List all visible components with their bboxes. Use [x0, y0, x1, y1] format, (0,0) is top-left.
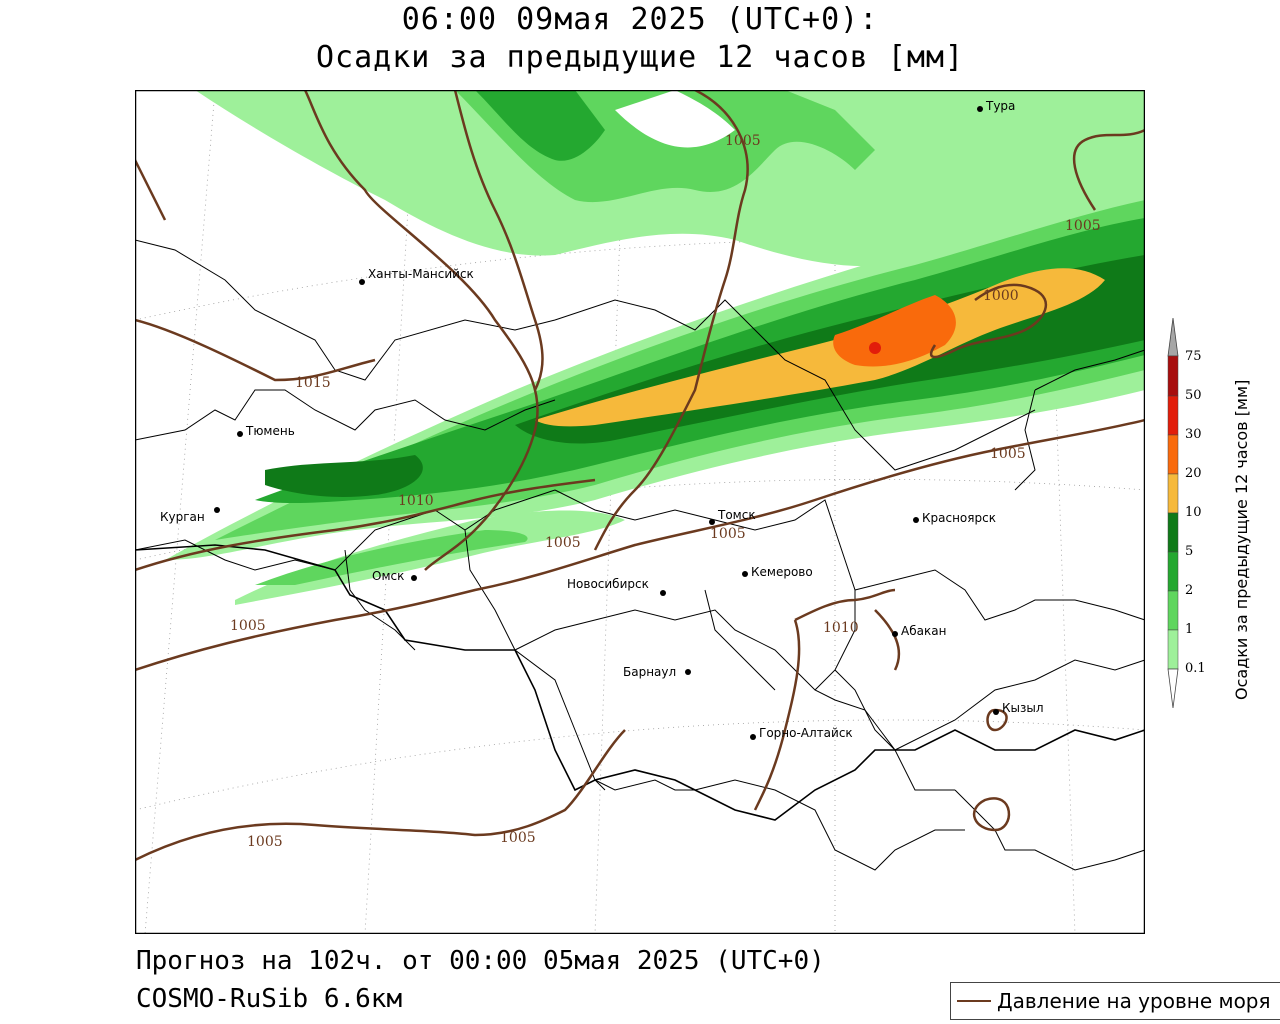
isobar-label: 1005: [1065, 218, 1101, 234]
colorbar-swatch: [1167, 355, 1179, 397]
city-marker-novosibirsk: [660, 590, 666, 596]
precip-band: [165, 185, 1145, 560]
colorbar-swatch: [1167, 512, 1179, 553]
city-label-abakan: Абакан: [901, 624, 946, 638]
isobar-labels: 1005 1005 1000 1015 1010 1005 1005 1005 …: [230, 133, 1101, 850]
colorbar-swatch: [1167, 395, 1179, 436]
precip-north: [195, 90, 1145, 267]
colorbar-label: 1: [1185, 622, 1194, 637]
cities: Тура Ханты-Мансийск Тюмень Курган Омск Н…: [160, 99, 1044, 740]
isobar-label: 1005: [500, 830, 536, 846]
map-title: 06:00 09мая 2025 (UTC+0):: [401, 2, 879, 37]
map-frame: [135, 90, 1145, 934]
model-name: COSMO-RuSib 6.6км: [136, 984, 403, 1014]
colorbar-swatch: [1167, 434, 1179, 475]
city-label-novosibirsk: Новосибирск: [567, 577, 649, 591]
city-label-tura: Тура: [985, 99, 1015, 113]
city-marker-tyumen: [237, 431, 243, 437]
city-label-barnaul: Барнаул: [623, 665, 676, 679]
city-label-krasnoyarsk: Красноярск: [922, 511, 996, 525]
forecast-info: Прогноз на 102ч. от 00:00 05мая 2025 (UT…: [136, 946, 825, 976]
isobar-label: 1005: [247, 834, 283, 850]
colorbar-label: 50: [1185, 388, 1202, 403]
isobar-label: 1000: [983, 288, 1019, 304]
city-marker-kurgan: [214, 507, 220, 513]
colorbar-label: 0.1: [1185, 661, 1206, 676]
colorbar-bottom-arrow: [1167, 668, 1179, 709]
city-marker-tura: [977, 106, 983, 112]
city-label-kurgan: Курган: [160, 510, 205, 524]
colorbar-top-arrow: [1167, 318, 1179, 357]
city-marker-barnaul: [685, 669, 691, 675]
colorbar-swatch: [1167, 473, 1179, 514]
city-marker-abakan: [892, 631, 898, 637]
city-label-kyzyl: Кызыл: [1002, 701, 1044, 715]
isobar-label: 1005: [230, 618, 266, 634]
colorbar-label: 20: [1185, 466, 1202, 481]
isobar-label: 1015: [295, 375, 331, 391]
city-marker-omsk: [411, 575, 417, 581]
map-subtitle: Осадки за предыдущие 12 часов [мм]: [315, 40, 965, 75]
admin-borders: [135, 239, 1145, 871]
city-label-tyumen: Тюмень: [245, 424, 295, 438]
city-marker-tomsk: [709, 519, 715, 525]
city-label-gorno-altaysk: Горно-Алтайск: [759, 726, 853, 740]
city-label-khanty-mansiysk: Ханты-Мансийск: [368, 267, 474, 281]
isobars: [135, 90, 1145, 862]
colorbar-label: 2: [1185, 583, 1194, 598]
isobar-label: 1010: [398, 493, 434, 509]
isobar-label: 1005: [990, 446, 1026, 462]
colorbar-swatch: [1167, 590, 1179, 631]
city-label-kemerovo: Кемерово: [751, 565, 813, 579]
colorbar-title: Осадки за предыдущие 12 часов [мм]: [1232, 379, 1251, 700]
colorbar: [1167, 318, 1179, 709]
isobar-label: 1005: [725, 133, 761, 149]
city-marker-khanty-mansiysk: [359, 279, 365, 285]
city-label-omsk: Омск: [372, 569, 404, 583]
precipitation-map: 1005 1005 1000 1015 1010 1005 1005 1005 …: [135, 90, 1145, 934]
isobar-label: 1010: [823, 620, 859, 636]
city-marker-kemerovo: [742, 571, 748, 577]
colorbar-label: 75: [1185, 349, 1202, 364]
pressure-legend: Давление на уровне моря: [950, 982, 1280, 1020]
city-label-tomsk: Томск: [717, 508, 756, 522]
isobar-label: 1005: [545, 535, 581, 551]
pressure-line-swatch: [957, 1000, 991, 1002]
colorbar-label: 30: [1185, 427, 1202, 442]
colorbar-label: 5: [1185, 544, 1194, 559]
city-marker-kyzyl: [993, 709, 999, 715]
city-marker-gorno-altaysk: [750, 734, 756, 740]
colorbar-swatch: [1167, 551, 1179, 592]
city-marker-krasnoyarsk: [913, 517, 919, 523]
colorbar-label: 10: [1185, 505, 1202, 520]
pressure-legend-label: Давление на уровне моря: [997, 989, 1271, 1013]
isobar-label: 1005: [710, 526, 746, 542]
colorbar-swatch: [1167, 629, 1179, 670]
